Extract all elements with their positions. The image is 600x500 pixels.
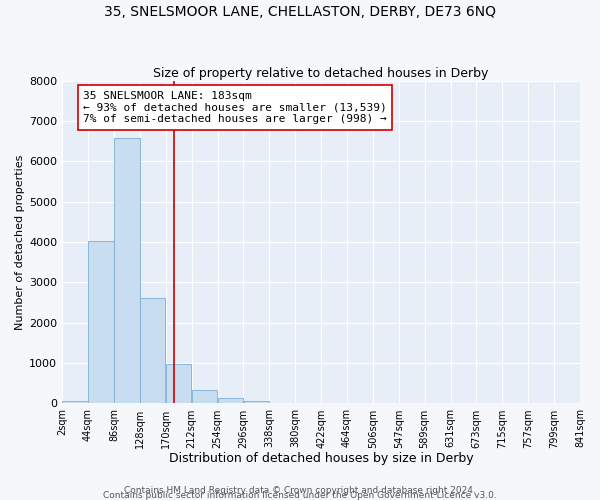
Bar (114, 138, 140, 404)
X-axis label: Distribution of detached houses by size in Derby: Distribution of detached houses by size … (169, 452, 473, 465)
Text: 35 SNELSMOOR LANE: 183sqm
← 93% of detached houses are smaller (13,539)
7% of se: 35 SNELSMOOR LANE: 183sqm ← 93% of detac… (83, 91, 387, 124)
Bar (166, 364, 191, 404)
Bar (62, 400, 88, 404)
Bar (140, 298, 166, 404)
Title: Size of property relative to detached houses in Derby: Size of property relative to detached ho… (154, 66, 489, 80)
Bar (244, 400, 269, 404)
Bar (218, 398, 243, 404)
Text: 35, SNELSMOOR LANE, CHELLASTON, DERBY, DE73 6NQ: 35, SNELSMOOR LANE, CHELLASTON, DERBY, D… (104, 5, 496, 19)
Bar (88, 242, 113, 404)
Text: Contains HM Land Registry data © Crown copyright and database right 2024.: Contains HM Land Registry data © Crown c… (124, 486, 476, 495)
Bar (192, 390, 217, 404)
Y-axis label: Number of detached properties: Number of detached properties (15, 154, 25, 330)
Text: Contains public sector information licensed under the Open Government Licence v3: Contains public sector information licen… (103, 491, 497, 500)
